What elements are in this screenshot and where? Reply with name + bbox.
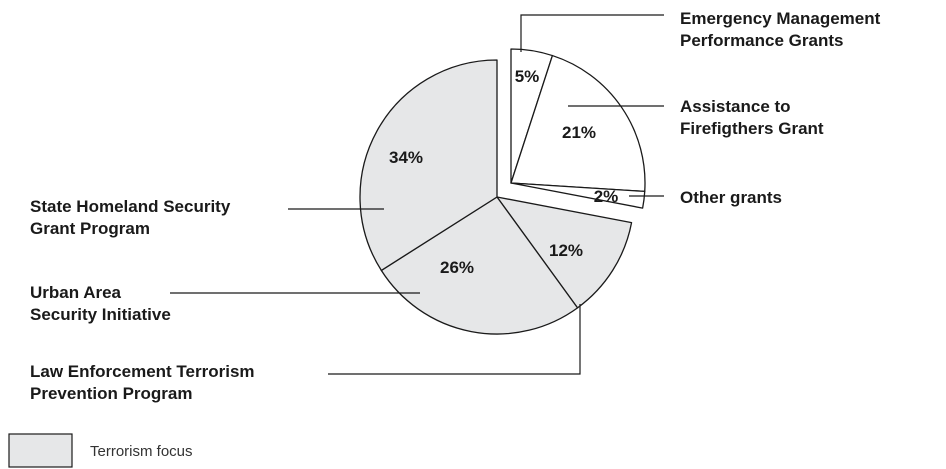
pie-slice-6	[359, 59, 498, 272]
category-label-2: Assistance to Firefigthers Grant	[680, 97, 824, 138]
category-label-6: State Homeland Security Grant Program	[30, 197, 231, 238]
category-label-1: Emergency Management Performance Grants	[680, 9, 881, 50]
pie-slice-4	[496, 196, 633, 309]
category-label-3: Other grants	[680, 188, 782, 207]
legend-swatch-terrorism	[8, 433, 73, 468]
legend-label-terrorism: Terrorism focus	[90, 443, 193, 460]
category-label-4: Law Enforcement Terrorism Prevention Prog…	[30, 362, 255, 403]
leader-lines	[170, 14, 664, 375]
pie-slice-3	[510, 182, 646, 209]
leader-line-4	[328, 304, 581, 375]
slice-value-label-6: 34%	[389, 148, 423, 167]
slice-value-label-1: 5%	[515, 67, 540, 86]
slice-value-label-2: 21%	[562, 123, 596, 142]
pie-slice-2	[510, 54, 646, 193]
slice-value-labels: 5% 21% 2% 12% 26% 34%	[389, 67, 618, 277]
pie-slice-5	[380, 196, 579, 335]
pie-slices	[359, 48, 646, 335]
category-labels: Emergency Management Performance Grants As…	[30, 9, 881, 403]
slice-value-label-5: 26%	[440, 258, 474, 277]
category-label-5: Urban Area Security Initiative	[30, 283, 171, 324]
leader-line-1	[520, 14, 664, 52]
slice-value-label-4: 12%	[549, 241, 583, 260]
legend: Terrorism focus	[8, 433, 193, 468]
slice-value-label-3: 2%	[594, 187, 619, 206]
